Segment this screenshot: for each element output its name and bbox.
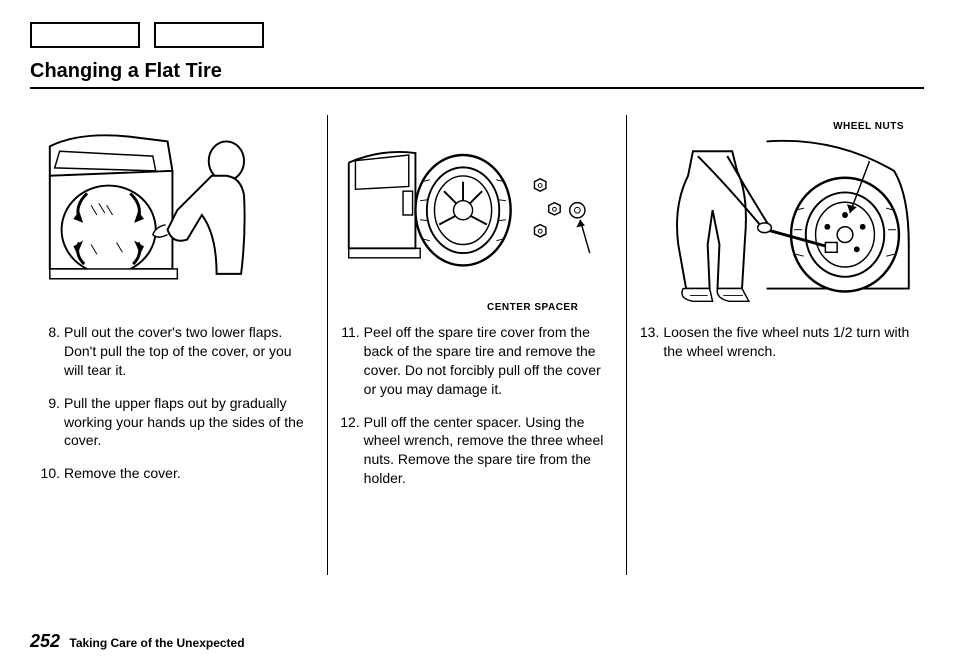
steps-col3: 13. Loosen the five wheel nuts 1/2 turn … (639, 323, 914, 375)
steps-col1: 8. Pull out the cover's two lower flaps.… (40, 323, 315, 497)
caption-center-spacer: CENTER SPACER (487, 302, 578, 313)
step-num: 11. (340, 323, 362, 399)
step-text: Pull the upper flaps out by gradually wo… (62, 394, 315, 451)
step-12: 12. Pull off the center spacer. Using th… (340, 413, 615, 489)
header-box-1 (30, 22, 140, 48)
illustration-center-spacer: CENTER SPACER (340, 115, 615, 315)
step-num: 10. (40, 464, 62, 483)
header-box-2 (154, 22, 264, 48)
step-11: 11. Peel off the spare tire cover from t… (340, 323, 615, 399)
step-text: Pull out the cover's two lower flaps. Do… (62, 323, 315, 380)
page-number: 252 (30, 631, 60, 651)
steps-col2: 11. Peel off the spare tire cover from t… (340, 323, 615, 502)
content-columns: 8. Pull out the cover's two lower flaps.… (30, 115, 924, 575)
column-2: CENTER SPACER 11. Peel off the spare tir… (328, 115, 627, 575)
page-title: Changing a Flat Tire (30, 60, 924, 89)
footer-section: Taking Care of the Unexpected (69, 636, 244, 650)
step-text: Pull off the center spacer. Using the wh… (362, 413, 615, 489)
illustration-remove-cover (40, 115, 315, 315)
column-3: WHEEL NUTS (627, 115, 924, 575)
step-text: Loosen the five wheel nuts 1/2 turn with… (661, 323, 914, 361)
step-8: 8. Pull out the cover's two lower flaps.… (40, 323, 315, 380)
step-num: 13. (639, 323, 661, 361)
column-1: 8. Pull out the cover's two lower flaps.… (30, 115, 327, 575)
illustration-wheel-nuts: WHEEL NUTS (639, 115, 914, 315)
step-9: 9. Pull the upper flaps out by gradually… (40, 394, 315, 451)
header-boxes (30, 22, 924, 48)
step-num: 8. (40, 323, 62, 380)
step-text: Peel off the spare tire cover from the b… (362, 323, 615, 399)
page-footer: 252 Taking Care of the Unexpected (30, 631, 245, 652)
step-10: 10. Remove the cover. (40, 464, 315, 483)
step-num: 9. (40, 394, 62, 451)
step-13: 13. Loosen the five wheel nuts 1/2 turn … (639, 323, 914, 361)
step-num: 12. (340, 413, 362, 489)
step-text: Remove the cover. (62, 464, 315, 483)
caption-wheel-nuts: WHEEL NUTS (833, 121, 904, 132)
